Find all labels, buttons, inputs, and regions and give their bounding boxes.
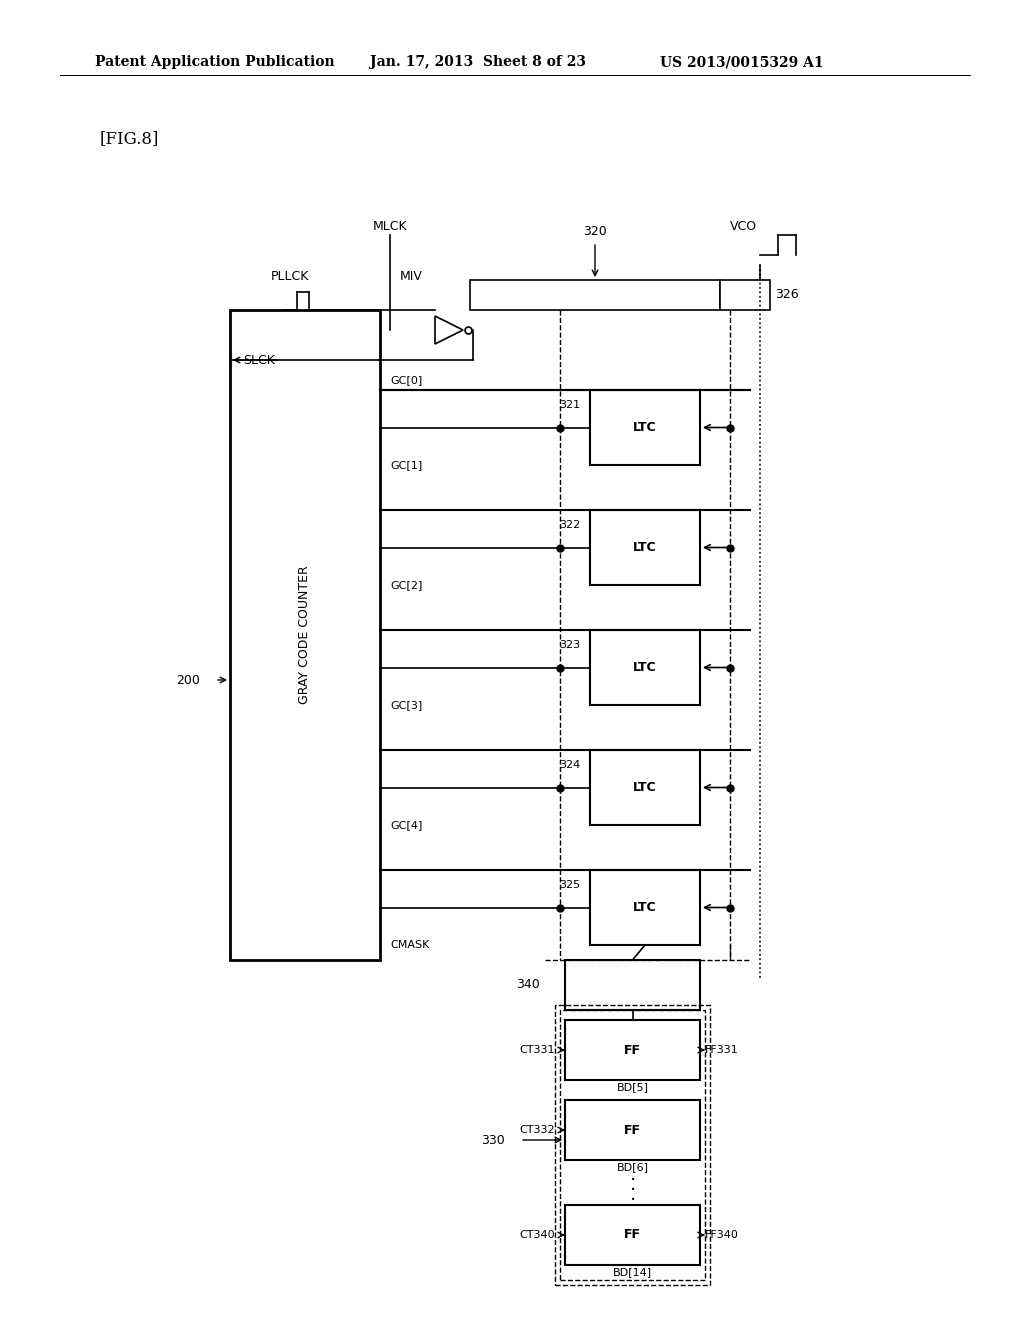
Bar bbox=[590, 630, 700, 705]
Text: 324: 324 bbox=[559, 760, 580, 770]
Text: 320: 320 bbox=[583, 224, 607, 238]
Polygon shape bbox=[435, 315, 463, 345]
Text: [FIG.8]: [FIG.8] bbox=[100, 129, 160, 147]
Bar bbox=[555, 1005, 710, 1284]
Text: LTC: LTC bbox=[633, 541, 656, 554]
Text: GC[1]: GC[1] bbox=[390, 459, 422, 470]
Bar bbox=[565, 960, 700, 1010]
Text: CMASK: CMASK bbox=[390, 940, 429, 950]
Bar bbox=[590, 389, 700, 465]
Bar bbox=[230, 310, 380, 960]
Bar bbox=[560, 1010, 705, 1280]
Text: 322: 322 bbox=[559, 520, 580, 531]
Text: LTC: LTC bbox=[633, 661, 656, 675]
Text: MIV: MIV bbox=[400, 271, 423, 282]
Bar bbox=[470, 280, 720, 310]
Bar bbox=[565, 1100, 700, 1160]
Text: BD[14]: BD[14] bbox=[613, 1267, 652, 1276]
Text: CT332: CT332 bbox=[519, 1125, 555, 1135]
Text: US 2013/0015329 A1: US 2013/0015329 A1 bbox=[660, 55, 823, 69]
Text: LTC: LTC bbox=[633, 421, 656, 434]
Text: MLCK: MLCK bbox=[373, 220, 408, 234]
Text: 326: 326 bbox=[775, 289, 799, 301]
Text: FF331: FF331 bbox=[705, 1045, 738, 1055]
Text: 323: 323 bbox=[559, 640, 580, 649]
Text: .: . bbox=[630, 1185, 636, 1204]
Text: GC[3]: GC[3] bbox=[390, 700, 422, 710]
Text: GC[0]: GC[0] bbox=[390, 375, 422, 385]
Text: BD[5]: BD[5] bbox=[616, 1082, 648, 1092]
Text: .: . bbox=[630, 1166, 636, 1184]
Text: FF: FF bbox=[624, 1044, 641, 1056]
Text: GRAY CODE COUNTER: GRAY CODE COUNTER bbox=[299, 566, 311, 705]
Text: SLCK: SLCK bbox=[243, 354, 275, 367]
Text: VCO: VCO bbox=[730, 220, 757, 234]
Text: CT340: CT340 bbox=[519, 1230, 555, 1239]
Text: BD[6]: BD[6] bbox=[616, 1162, 648, 1172]
Text: FF340: FF340 bbox=[705, 1230, 739, 1239]
Text: CT331: CT331 bbox=[519, 1045, 555, 1055]
Bar bbox=[590, 750, 700, 825]
Text: Patent Application Publication: Patent Application Publication bbox=[95, 55, 335, 69]
Text: 325: 325 bbox=[559, 880, 580, 890]
Text: 200: 200 bbox=[176, 673, 200, 686]
Text: 340: 340 bbox=[516, 978, 540, 991]
Bar bbox=[565, 1205, 700, 1265]
Bar bbox=[590, 510, 700, 585]
Text: FF: FF bbox=[624, 1229, 641, 1242]
Text: PLLCK: PLLCK bbox=[270, 271, 309, 282]
Text: GC[4]: GC[4] bbox=[390, 820, 422, 830]
Text: 330: 330 bbox=[481, 1134, 505, 1147]
Text: Jan. 17, 2013  Sheet 8 of 23: Jan. 17, 2013 Sheet 8 of 23 bbox=[370, 55, 586, 69]
Text: .: . bbox=[630, 1176, 636, 1195]
Text: 321: 321 bbox=[559, 400, 580, 411]
Text: GC[2]: GC[2] bbox=[390, 579, 422, 590]
Text: FF: FF bbox=[624, 1123, 641, 1137]
Text: LTC: LTC bbox=[633, 781, 656, 795]
Bar bbox=[590, 870, 700, 945]
Bar bbox=[565, 1020, 700, 1080]
Text: LTC: LTC bbox=[633, 902, 656, 913]
Bar bbox=[720, 280, 770, 310]
